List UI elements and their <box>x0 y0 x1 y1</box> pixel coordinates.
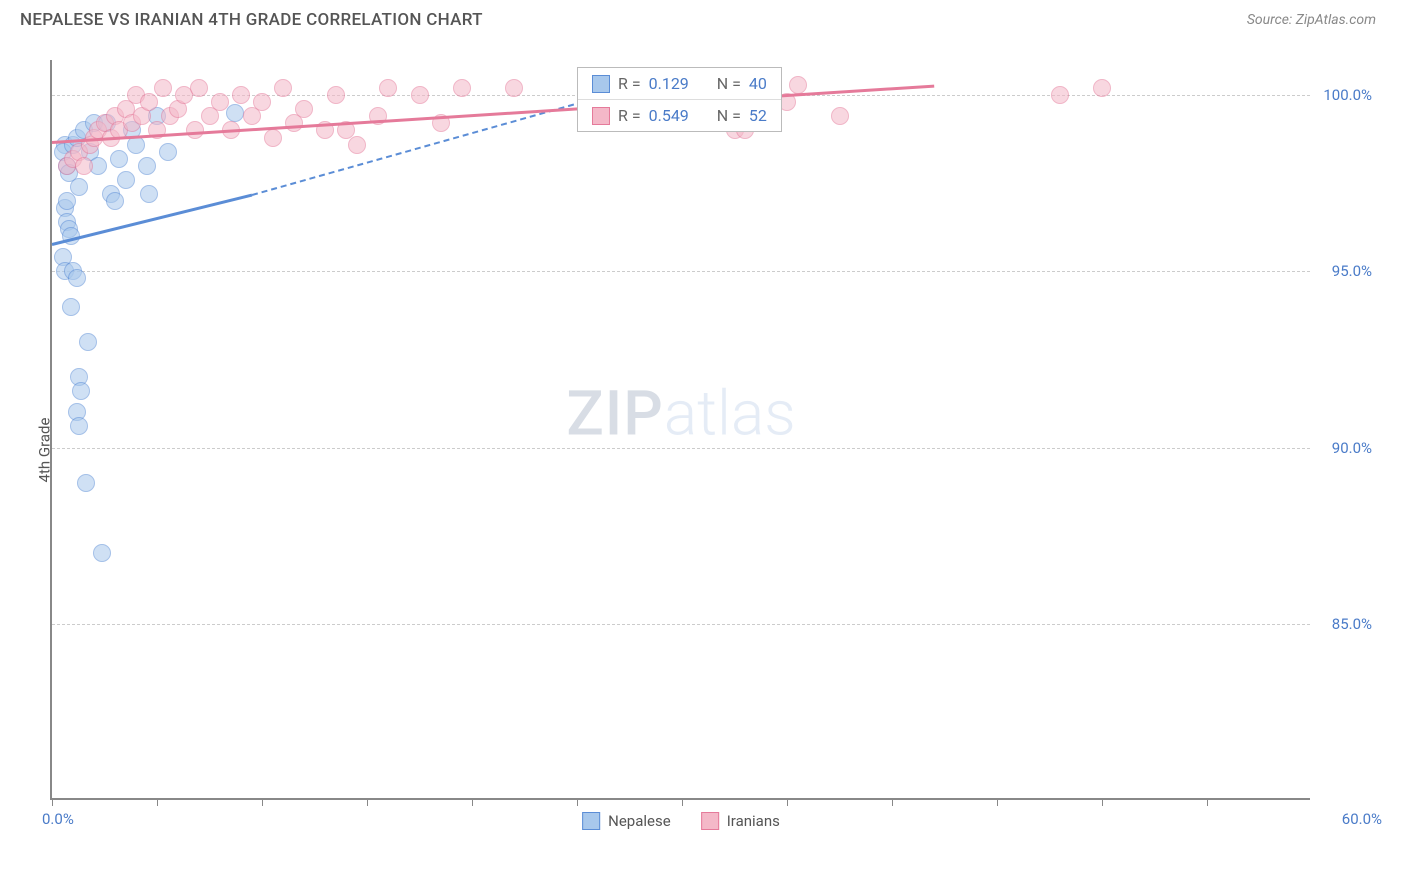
x-tick <box>1207 798 1208 806</box>
chart-title: NEPALESE VS IRANIAN 4TH GRADE CORRELATIO… <box>20 10 483 30</box>
x-tick <box>262 798 263 806</box>
x-tick <box>157 798 158 806</box>
data-point <box>58 192 76 210</box>
data-point <box>1051 86 1069 104</box>
data-point <box>379 79 397 97</box>
data-point <box>264 129 282 147</box>
data-point <box>106 192 124 210</box>
legend-row: R = 0.129 N = 40 <box>578 68 781 100</box>
data-point <box>72 382 90 400</box>
watermark: ZIPatlas <box>566 378 795 451</box>
legend-label: Iranians <box>727 812 780 830</box>
y-tick-label: 85.0% <box>1332 615 1372 633</box>
legend-swatch <box>582 812 600 830</box>
data-point <box>117 171 135 189</box>
x-tick <box>997 798 998 806</box>
correlation-legend: R = 0.129 N = 40R = 0.549 N = 52 <box>577 67 782 132</box>
y-tick-label: 95.0% <box>1332 262 1372 280</box>
data-point <box>79 333 97 351</box>
data-point <box>68 269 86 287</box>
plot-area: ZIPatlas 85.0%90.0%95.0%100.0%0.0%60.0%R… <box>50 60 1310 800</box>
data-point <box>93 544 111 562</box>
data-point <box>77 474 95 492</box>
legend-swatch <box>592 107 610 125</box>
data-point <box>327 86 345 104</box>
x-tick <box>682 798 683 806</box>
data-point <box>1093 79 1111 97</box>
data-point <box>62 298 80 316</box>
data-point <box>154 79 172 97</box>
data-point <box>226 104 244 122</box>
x-label-start: 0.0% <box>42 810 74 828</box>
x-tick <box>1102 798 1103 806</box>
data-point <box>232 86 250 104</box>
data-point <box>253 93 271 111</box>
legend-item: Nepalese <box>582 812 671 830</box>
data-point <box>140 93 158 111</box>
legend-label: Nepalese <box>608 812 671 830</box>
data-point <box>70 178 88 196</box>
x-tick <box>367 798 368 806</box>
data-point <box>295 100 313 118</box>
x-tick <box>472 798 473 806</box>
legend-swatch <box>592 75 610 93</box>
data-point <box>70 417 88 435</box>
data-point <box>140 185 158 203</box>
series-legend: Nepalese Iranians <box>582 812 780 830</box>
data-point <box>159 143 177 161</box>
legend-item: Iranians <box>701 812 780 830</box>
data-point <box>75 157 93 175</box>
gridline <box>52 448 1310 449</box>
data-point <box>110 150 128 168</box>
legend-swatch <box>701 812 719 830</box>
gridline <box>52 624 1310 625</box>
x-tick <box>787 798 788 806</box>
data-point <box>274 79 292 97</box>
source-label: Source: ZipAtlas.com <box>1247 12 1376 28</box>
data-point <box>453 79 471 97</box>
x-tick <box>577 798 578 806</box>
x-label-end: 60.0% <box>1342 810 1382 828</box>
data-point <box>831 107 849 125</box>
data-point <box>190 79 208 97</box>
y-tick-label: 100.0% <box>1323 86 1372 104</box>
data-point <box>505 79 523 97</box>
legend-row: R = 0.549 N = 52 <box>578 100 781 131</box>
gridline <box>52 271 1310 272</box>
data-point <box>138 157 156 175</box>
data-point <box>411 86 429 104</box>
data-point <box>211 93 229 111</box>
x-tick <box>52 798 53 806</box>
data-point <box>348 136 366 154</box>
x-tick <box>892 798 893 806</box>
data-point <box>789 76 807 94</box>
y-tick-label: 90.0% <box>1332 439 1372 457</box>
chart-container: 4th Grade ZIPatlas 85.0%90.0%95.0%100.0%… <box>20 50 1380 850</box>
